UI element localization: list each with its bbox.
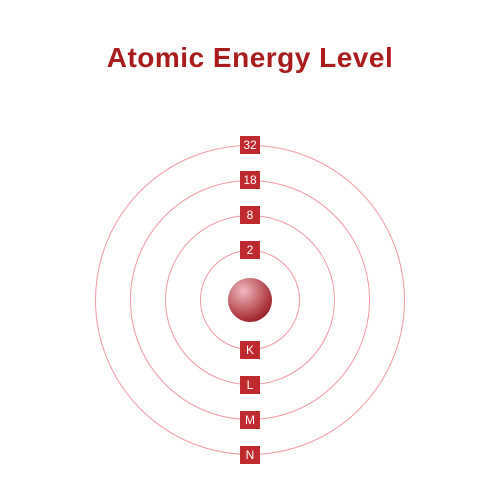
- electron-count-badge: 32: [240, 136, 260, 154]
- shell-letter-badge: N: [240, 446, 260, 464]
- diagram-title: Atomic Energy Level: [0, 42, 500, 74]
- shell-letter-badge: K: [240, 341, 260, 359]
- nucleus: [228, 278, 272, 322]
- shell-letter-badge: M: [240, 411, 260, 429]
- electron-count-badge: 2: [240, 241, 260, 259]
- shell-letter-badge: L: [240, 376, 260, 394]
- electron-count-badge: 18: [240, 171, 260, 189]
- electron-count-badge: 8: [240, 206, 260, 224]
- atomic-energy-diagram: 2 8 18 32 KLMN: [75, 125, 425, 475]
